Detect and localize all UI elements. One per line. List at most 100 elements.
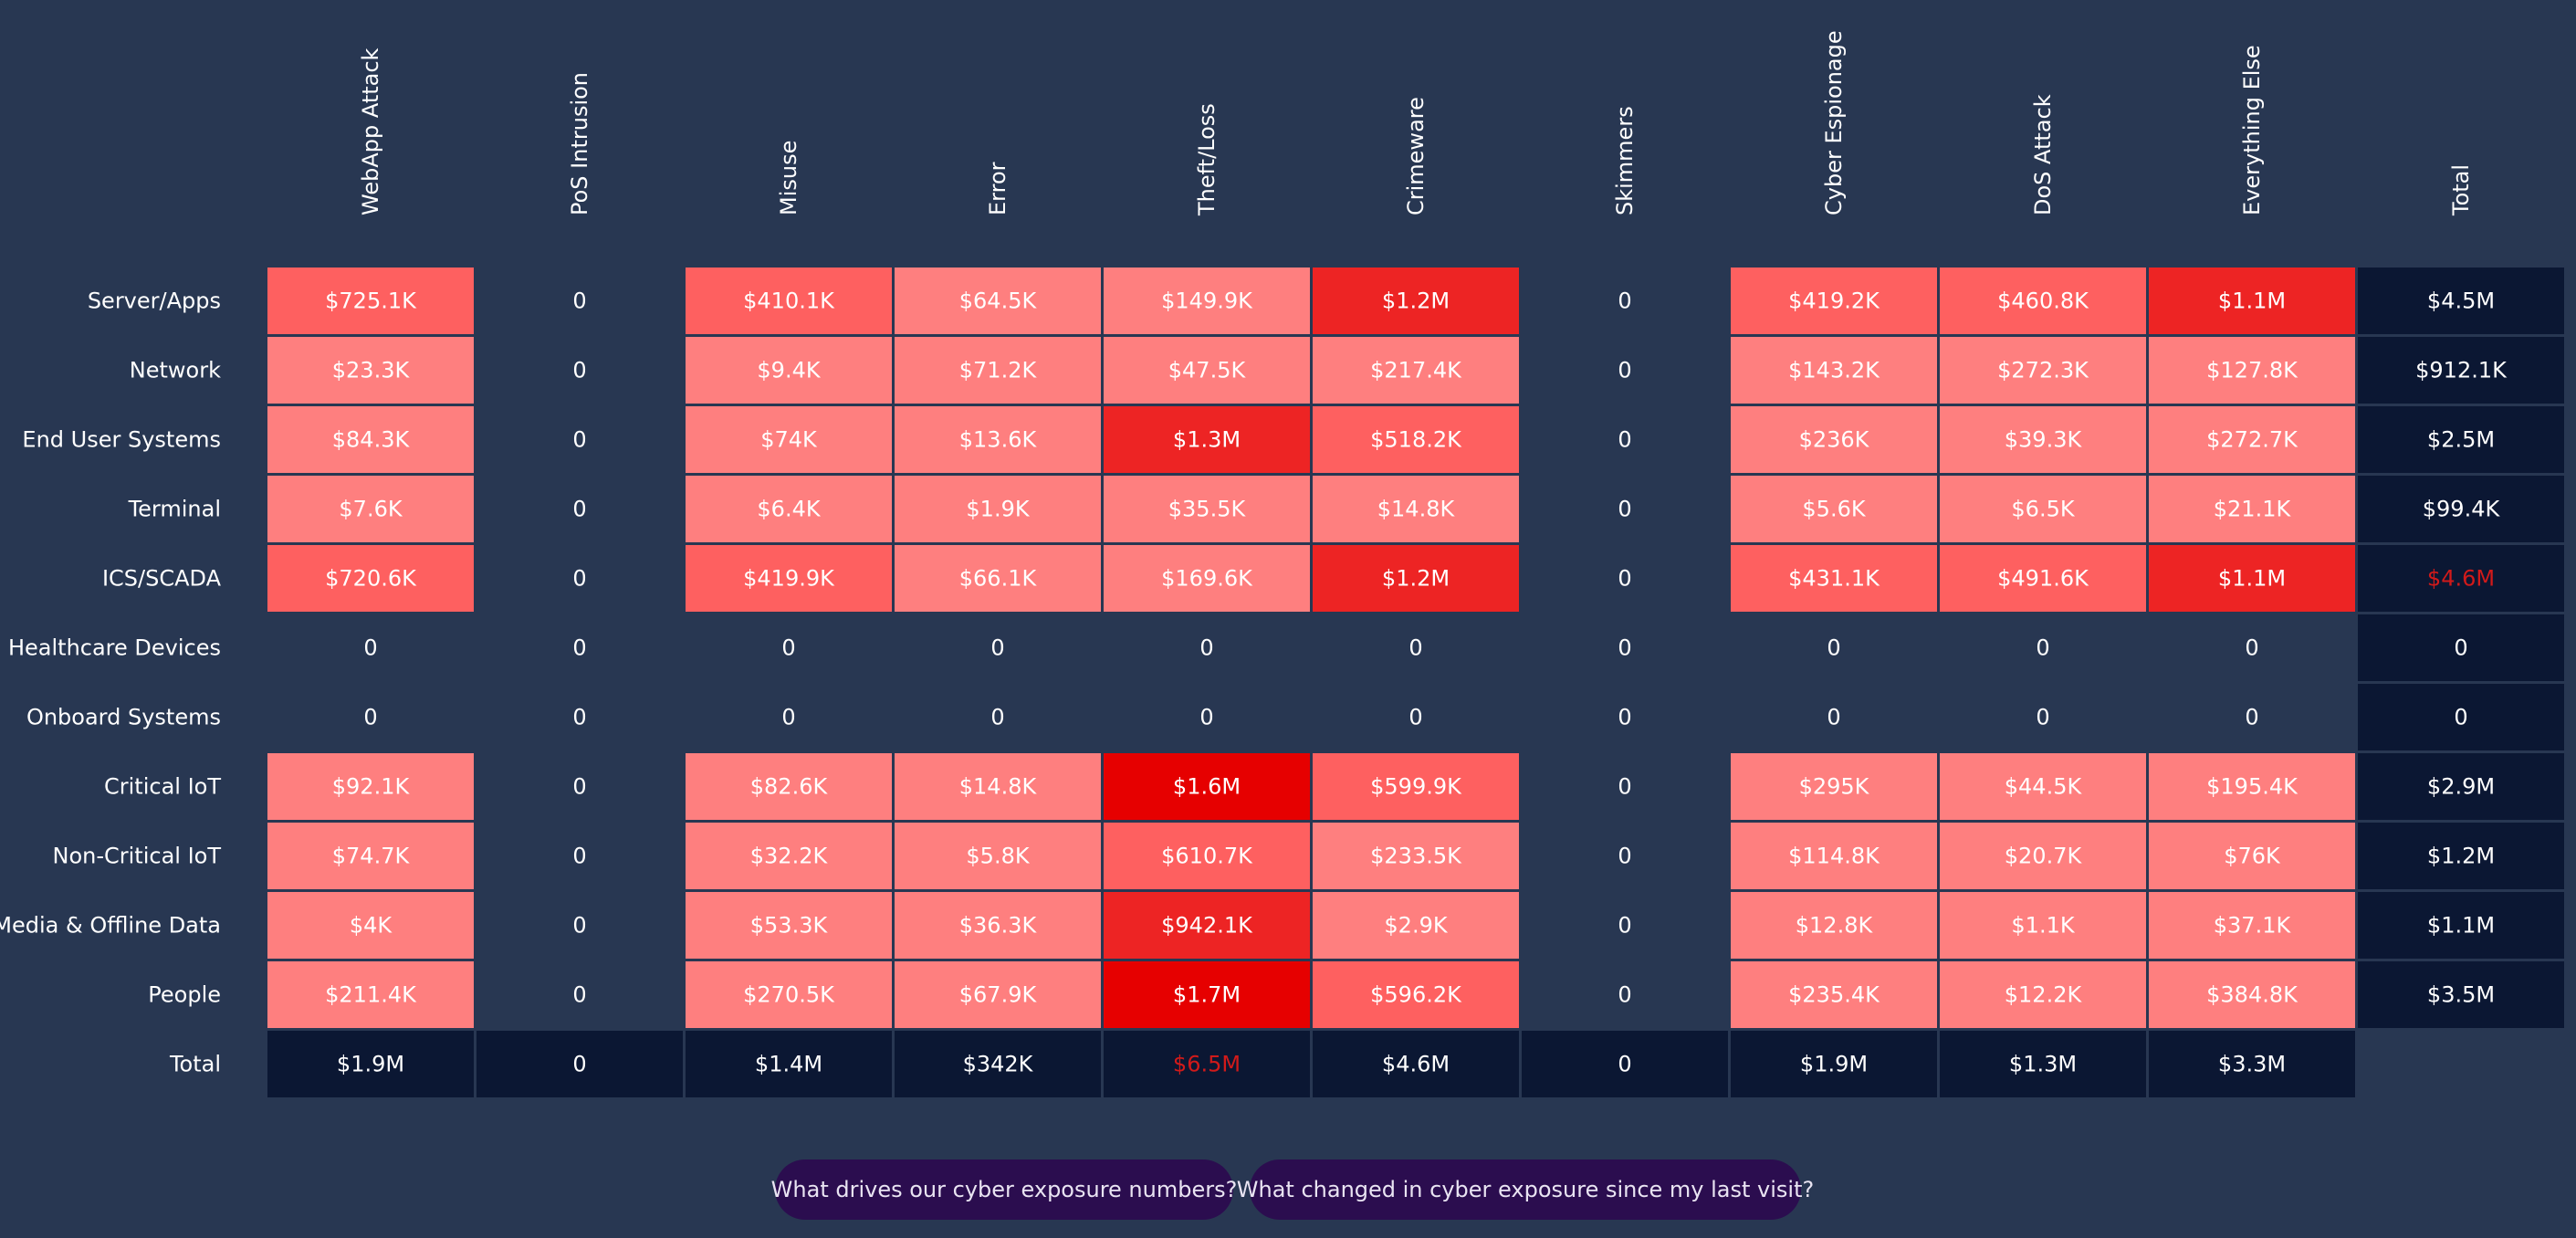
cell-value: 0 [1618,705,1631,730]
heatmap-cell [2358,823,2564,889]
heatmap-cell [895,823,1101,889]
cell-value: $21.1K [2214,497,2292,522]
cell-value: 0 [1618,774,1631,800]
cell-value: $5.8K [966,844,1030,869]
heatmap-cell [1940,823,2146,889]
cell-value: $66.1K [959,566,1038,592]
heatmap-cell [2149,545,2355,612]
column-header: Total [2448,164,2474,216]
cell-value: $12.8K [1796,913,1874,939]
heatmap-cell [1104,753,1310,820]
cell-value: $9.4K [757,358,821,383]
heatmap-cell [267,476,474,542]
cell-value: 0 [1199,635,1213,661]
cell-value: $272.7K [2206,427,2299,453]
cell-value: $942.1K [1161,913,1253,939]
heatmap-cell [895,961,1101,1028]
cell-value: $270.5K [743,982,835,1008]
heatmap-cell [1940,476,2146,542]
cell-value: 0 [1618,635,1631,661]
prompt-button-changes[interactable]: What changed in cyber exposure since my … [1237,1159,1814,1220]
cell-value: 0 [1618,427,1631,453]
heatmap-cell [2149,406,2355,473]
cell-value: $233.5K [1370,844,1462,869]
column-header: WebApp Attack [358,47,383,215]
cell-value: 0 [1408,635,1422,661]
cell-value: $1.3M [1173,427,1241,453]
cell-value: 0 [1618,1052,1631,1077]
cell-value: $599.9K [1370,774,1462,800]
heatmap-cell [1940,892,2146,959]
heatmap-cell [2358,753,2564,820]
cell-value: $342K [963,1052,1034,1077]
cell-value: $20.7K [2005,844,2083,869]
cell-value: $1.2M [2427,844,2495,869]
row-label: Terminal [128,497,221,522]
cell-value: $74K [760,427,818,453]
heatmap-cell [2358,545,2564,612]
cell-value: $410.1K [743,289,835,314]
cell-value: $35.5K [1168,497,1247,522]
cell-value: $3.3M [2218,1052,2286,1077]
heatmap-cell [1522,1031,1728,1097]
cell-value: $71.2K [959,358,1038,383]
cell-value: $39.3K [2005,427,2083,453]
prompt-button-drivers[interactable]: What drives our cyber exposure numbers? [771,1159,1237,1220]
row-label: Onboard Systems [26,705,221,730]
heatmap-cell [1313,406,1519,473]
heatmap-cell [1940,337,2146,404]
cell-value: $5.6K [1802,497,1866,522]
cell-value: 0 [990,705,1004,730]
cell-value: $37.1K [2214,913,2292,939]
cell-value: 0 [990,635,1004,661]
heatmap-cell [1940,753,2146,820]
cell-value: $6.4K [757,497,821,522]
cell-value: $912.1K [2415,358,2508,383]
cell-value: $720.6K [325,566,417,592]
cell-value: $4K [350,913,393,939]
cell-value: $431.1K [1788,566,1880,592]
heatmap-cell [1731,268,1937,334]
row-label: Critical IoT [104,774,221,800]
cell-value: 0 [1618,358,1631,383]
cell-value: $236K [1799,427,1870,453]
heatmap-cell [1313,337,1519,404]
heatmap-cell [686,961,892,1028]
cell-value: 0 [572,358,586,383]
cell-value: $419.9K [743,566,835,592]
cell-value: $1.1M [2218,289,2286,314]
heatmap-cell [2149,753,2355,820]
cell-value: $114.8K [1788,844,1880,869]
cell-value: $217.4K [1370,358,1462,383]
heatmap-cell [1940,268,2146,334]
cell-value: $32.2K [750,844,829,869]
heatmap-cell [895,337,1101,404]
cell-value: $195.4K [2206,774,2299,800]
heatmap-cell [2358,476,2564,542]
cell-value: 0 [572,1052,586,1077]
heatmap-cell [2149,892,2355,959]
heatmap-cell [1731,337,1937,404]
heatmap-cell [1104,961,1310,1028]
cell-value: 0 [363,705,377,730]
heatmap-cell [267,337,474,404]
heatmap-cell [267,268,474,334]
cell-value: $44.5K [2005,774,2083,800]
cell-value: $14.8K [1377,497,1456,522]
heatmap-cell [1104,823,1310,889]
heatmap-cell [686,268,892,334]
heatmap-cell [2358,337,2564,404]
cell-value: 0 [1618,566,1631,592]
cell-value: $23.3K [332,358,411,383]
heatmap-cell [2358,268,2564,334]
cell-value: $1.1M [2218,566,2286,592]
cell-value: 0 [572,427,586,453]
cell-value: $53.3K [750,913,829,939]
heatmap-cell [686,892,892,959]
heatmap-cell [2149,268,2355,334]
cell-value: 0 [572,289,586,314]
row-label: Non-Critical IoT [53,844,222,869]
heatmap-cell [2149,961,2355,1028]
column-header: PoS Intrusion [567,72,592,215]
cell-value: $518.2K [1370,427,1462,453]
